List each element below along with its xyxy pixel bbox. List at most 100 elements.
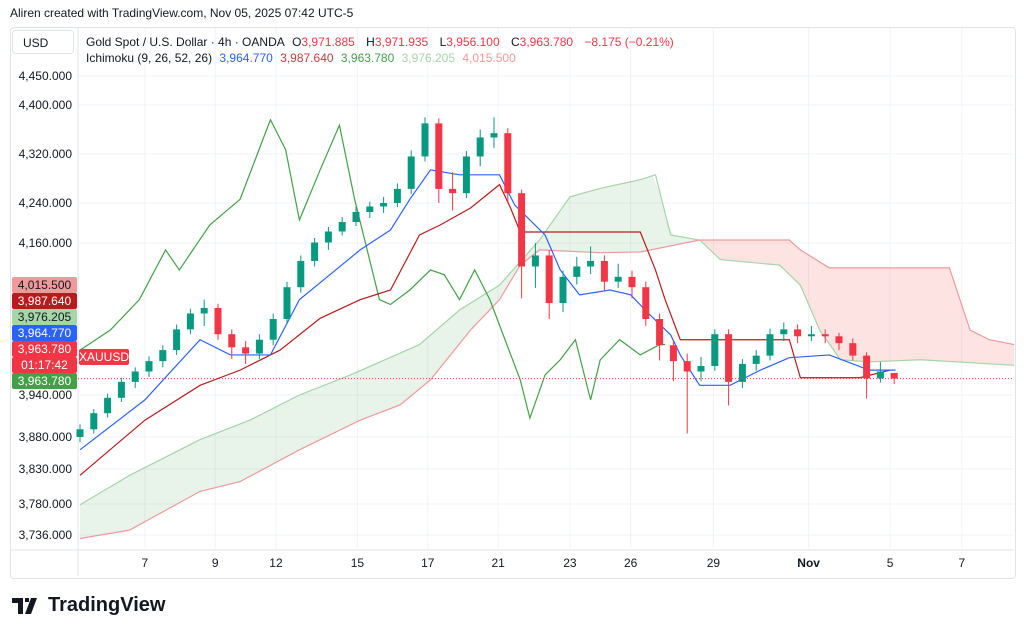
- cloud-segment: [507, 267, 515, 286]
- indicator-title[interactable]: Ichimoku (9, 26, 52, 26): [86, 51, 213, 65]
- cloud-segment: [569, 194, 577, 252]
- candle: [449, 172, 457, 211]
- cloud-segment: [328, 380, 336, 437]
- candle-body: [131, 371, 139, 382]
- cloud-segment: [921, 267, 929, 361]
- cloud-segment: [183, 444, 191, 501]
- candle: [490, 117, 498, 148]
- candle: [752, 350, 760, 371]
- cloud-segment: [797, 247, 805, 295]
- candle: [835, 332, 843, 351]
- candle-body: [242, 347, 250, 354]
- cloud-segment: [452, 310, 460, 353]
- candle-body: [697, 365, 705, 372]
- x-tick-label: 23: [563, 556, 577, 570]
- candle-body: [725, 334, 733, 382]
- x-tick-label: 7: [958, 556, 965, 570]
- candle: [393, 183, 401, 207]
- price-label: 3,976.205: [12, 309, 77, 325]
- candle: [849, 338, 857, 361]
- candle: [90, 409, 98, 434]
- x-tick-label: 9: [212, 556, 219, 570]
- x-tick-label: Nov: [797, 556, 820, 570]
- cloud-segment: [190, 440, 198, 497]
- y-tick-label: 3,880.000: [19, 430, 73, 444]
- cloud-segment: [997, 341, 1005, 365]
- cloud-segment: [500, 275, 508, 298]
- y-tick-label: 4,450.000: [19, 69, 73, 83]
- cloud-segment: [956, 288, 964, 363]
- candle: [131, 367, 139, 389]
- cloud-segment: [908, 267, 915, 361]
- cloud-segment: [894, 267, 902, 361]
- cloud-segment: [149, 461, 156, 520]
- brand-name: TradingView: [48, 594, 166, 616]
- candle-body: [324, 231, 332, 243]
- candle-body: [559, 276, 567, 304]
- time-axis: 7 9 12 15 17 21 23 26 29 Nov 5 7: [142, 556, 966, 570]
- close-label: C: [510, 35, 520, 49]
- cloud-segment: [852, 267, 860, 362]
- candle-body: [683, 361, 691, 372]
- high-value: 3,971.935: [374, 35, 429, 49]
- cloud-segment: [169, 451, 177, 509]
- cloud-segment: [369, 363, 377, 417]
- cloud-segment: [970, 330, 977, 364]
- open-value: 3,971.885: [301, 35, 355, 49]
- cloud-segment: [618, 182, 626, 253]
- candle: [173, 324, 181, 355]
- candle-body: [876, 371, 884, 379]
- cloud-segment: [362, 366, 370, 420]
- cloud-segment: [259, 411, 267, 471]
- candle-body: [407, 156, 415, 189]
- cloud-segment: [638, 177, 646, 253]
- cloud-segment: [162, 454, 170, 512]
- candle: [435, 118, 443, 203]
- candle: [242, 341, 250, 364]
- cloud-segment: [563, 196, 570, 252]
- candle: [600, 255, 608, 292]
- candle-body: [435, 123, 443, 189]
- y-tick-label: 4,240.000: [19, 196, 73, 210]
- candle-body: [283, 287, 291, 319]
- cloud-segment: [466, 301, 474, 336]
- cloud-segment: [887, 267, 895, 362]
- cloud-segment: [480, 292, 488, 320]
- candle-body: [780, 329, 788, 335]
- candle: [642, 281, 650, 326]
- close-value: 3,963.780: [519, 35, 574, 49]
- cloud-segment: [790, 241, 798, 283]
- x-tick-label: 29: [707, 556, 721, 570]
- cloud-segment: [770, 240, 777, 265]
- candle-body: [159, 350, 167, 362]
- cloud-segment: [107, 484, 115, 534]
- symbol-title[interactable]: Gold Spot / U.S. Dollar · 4h · OANDA: [86, 35, 285, 49]
- cloud-segment: [749, 240, 757, 263]
- candle: [656, 313, 664, 361]
- candle-body: [628, 276, 636, 288]
- candle: [462, 150, 470, 199]
- candle-body: [545, 255, 553, 304]
- candle-body: [200, 307, 208, 314]
- candle: [297, 255, 305, 293]
- cloud-segment: [832, 267, 839, 358]
- cloud-segment: [335, 378, 343, 433]
- candle-body: [518, 193, 526, 267]
- candle-body: [587, 260, 595, 267]
- cloud-segment: [376, 360, 384, 414]
- y-tick-label: 3,780.000: [19, 497, 73, 511]
- candle: [255, 334, 263, 360]
- candle-body: [531, 255, 539, 267]
- currency-button[interactable]: USD: [12, 30, 74, 54]
- chart-legend: Gold Spot / U.S. Dollar · 4h · OANDA O3,…: [86, 34, 678, 66]
- cloud-segment: [176, 447, 184, 505]
- cloud-segment: [280, 401, 287, 460]
- candle: [311, 238, 319, 267]
- cloud-segment: [86, 496, 94, 538]
- cloud-segment: [880, 267, 888, 362]
- x-tick-label: 12: [269, 556, 283, 570]
- candle-body: [863, 355, 871, 379]
- cloud-segment: [445, 315, 453, 361]
- candle: [407, 150, 415, 194]
